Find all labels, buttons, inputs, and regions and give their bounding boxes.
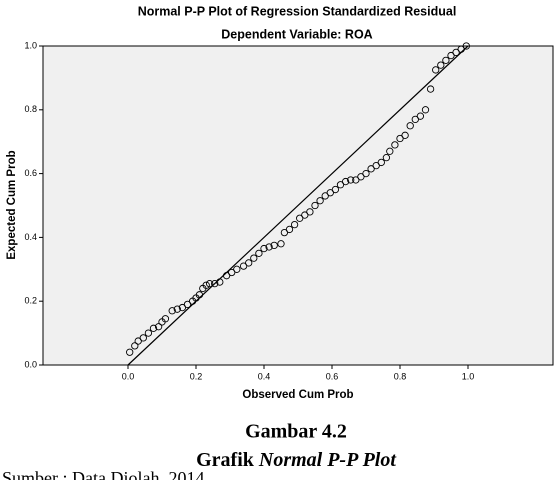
point — [347, 176, 355, 184]
point — [296, 214, 304, 222]
point — [457, 45, 465, 53]
point — [285, 225, 294, 234]
point — [382, 153, 391, 162]
y-tick-label: 0.4 — [24, 232, 37, 242]
point — [437, 61, 445, 69]
x-tick-label: 0.8 — [394, 371, 407, 381]
point — [311, 201, 319, 210]
point — [222, 272, 231, 280]
point — [280, 228, 289, 237]
point — [265, 243, 273, 251]
point — [144, 329, 153, 337]
point — [377, 158, 385, 167]
point — [316, 197, 324, 205]
point — [432, 66, 440, 74]
point — [154, 323, 163, 331]
y-tick-label: 0.2 — [24, 296, 37, 306]
point — [168, 307, 176, 315]
chart-subtitle: Dependent Variable: ROA — [221, 27, 372, 41]
y-axis-label: Expected Cum Prob — [6, 150, 18, 259]
point — [401, 131, 409, 139]
x-tick-label: 0.4 — [258, 371, 271, 381]
y-tick-label: 0.8 — [24, 104, 37, 114]
x-tick-label: 0.0 — [122, 371, 135, 381]
point — [277, 240, 285, 248]
point — [406, 122, 414, 130]
y-tick-label: 0.0 — [24, 359, 37, 369]
point — [270, 241, 278, 250]
point — [134, 337, 142, 345]
point — [178, 303, 187, 312]
point — [372, 161, 380, 170]
point — [357, 173, 365, 181]
point — [426, 85, 435, 93]
point — [462, 42, 470, 50]
point — [341, 177, 350, 186]
point — [228, 268, 236, 277]
point — [326, 189, 334, 197]
point — [442, 56, 450, 65]
point — [331, 185, 340, 194]
y-tick-label: 0.6 — [24, 168, 37, 178]
x-tick-label: 1.0 — [462, 371, 475, 381]
point — [211, 280, 219, 288]
point — [290, 220, 299, 229]
figure-title: Grafik Normal P-P Plot — [196, 449, 397, 471]
point — [336, 181, 345, 189]
point — [216, 278, 224, 286]
point — [421, 106, 430, 114]
point — [195, 291, 204, 299]
x-tick-label: 0.2 — [190, 371, 203, 381]
y-tick-label: 1.0 — [24, 40, 37, 50]
point — [149, 324, 158, 332]
point — [391, 141, 399, 149]
point — [183, 300, 192, 309]
point — [321, 192, 329, 200]
point — [161, 315, 170, 323]
point — [352, 176, 360, 184]
figure-number: Gambar 4.2 — [245, 421, 347, 443]
point — [306, 208, 314, 216]
x-axis-label: Observed Cum Prob — [242, 389, 353, 401]
point — [202, 281, 210, 289]
point — [139, 334, 147, 342]
point — [131, 342, 139, 350]
point — [386, 147, 394, 155]
point — [255, 249, 263, 258]
point — [173, 305, 181, 313]
point — [250, 254, 258, 262]
point — [396, 134, 404, 143]
reference-line — [127, 45, 469, 366]
point — [233, 265, 241, 273]
point — [452, 48, 460, 57]
x-tick-label: 0.6 — [326, 371, 339, 381]
point — [260, 244, 268, 253]
figure-title-italic: Normal P-P Plot — [258, 449, 397, 471]
point — [126, 348, 134, 356]
point — [416, 112, 425, 120]
point — [301, 211, 309, 219]
point — [411, 115, 419, 124]
point — [362, 169, 370, 178]
figure-title-prefix: Grafik — [196, 449, 259, 471]
chart-title: Normal P-P Plot of Regression Standardiz… — [138, 4, 457, 18]
figure-source: Sumber : Data Diolah, 2014 — [2, 468, 204, 480]
point — [245, 259, 253, 267]
point — [447, 51, 455, 60]
point — [367, 165, 375, 173]
point — [239, 262, 248, 270]
point — [205, 280, 214, 288]
